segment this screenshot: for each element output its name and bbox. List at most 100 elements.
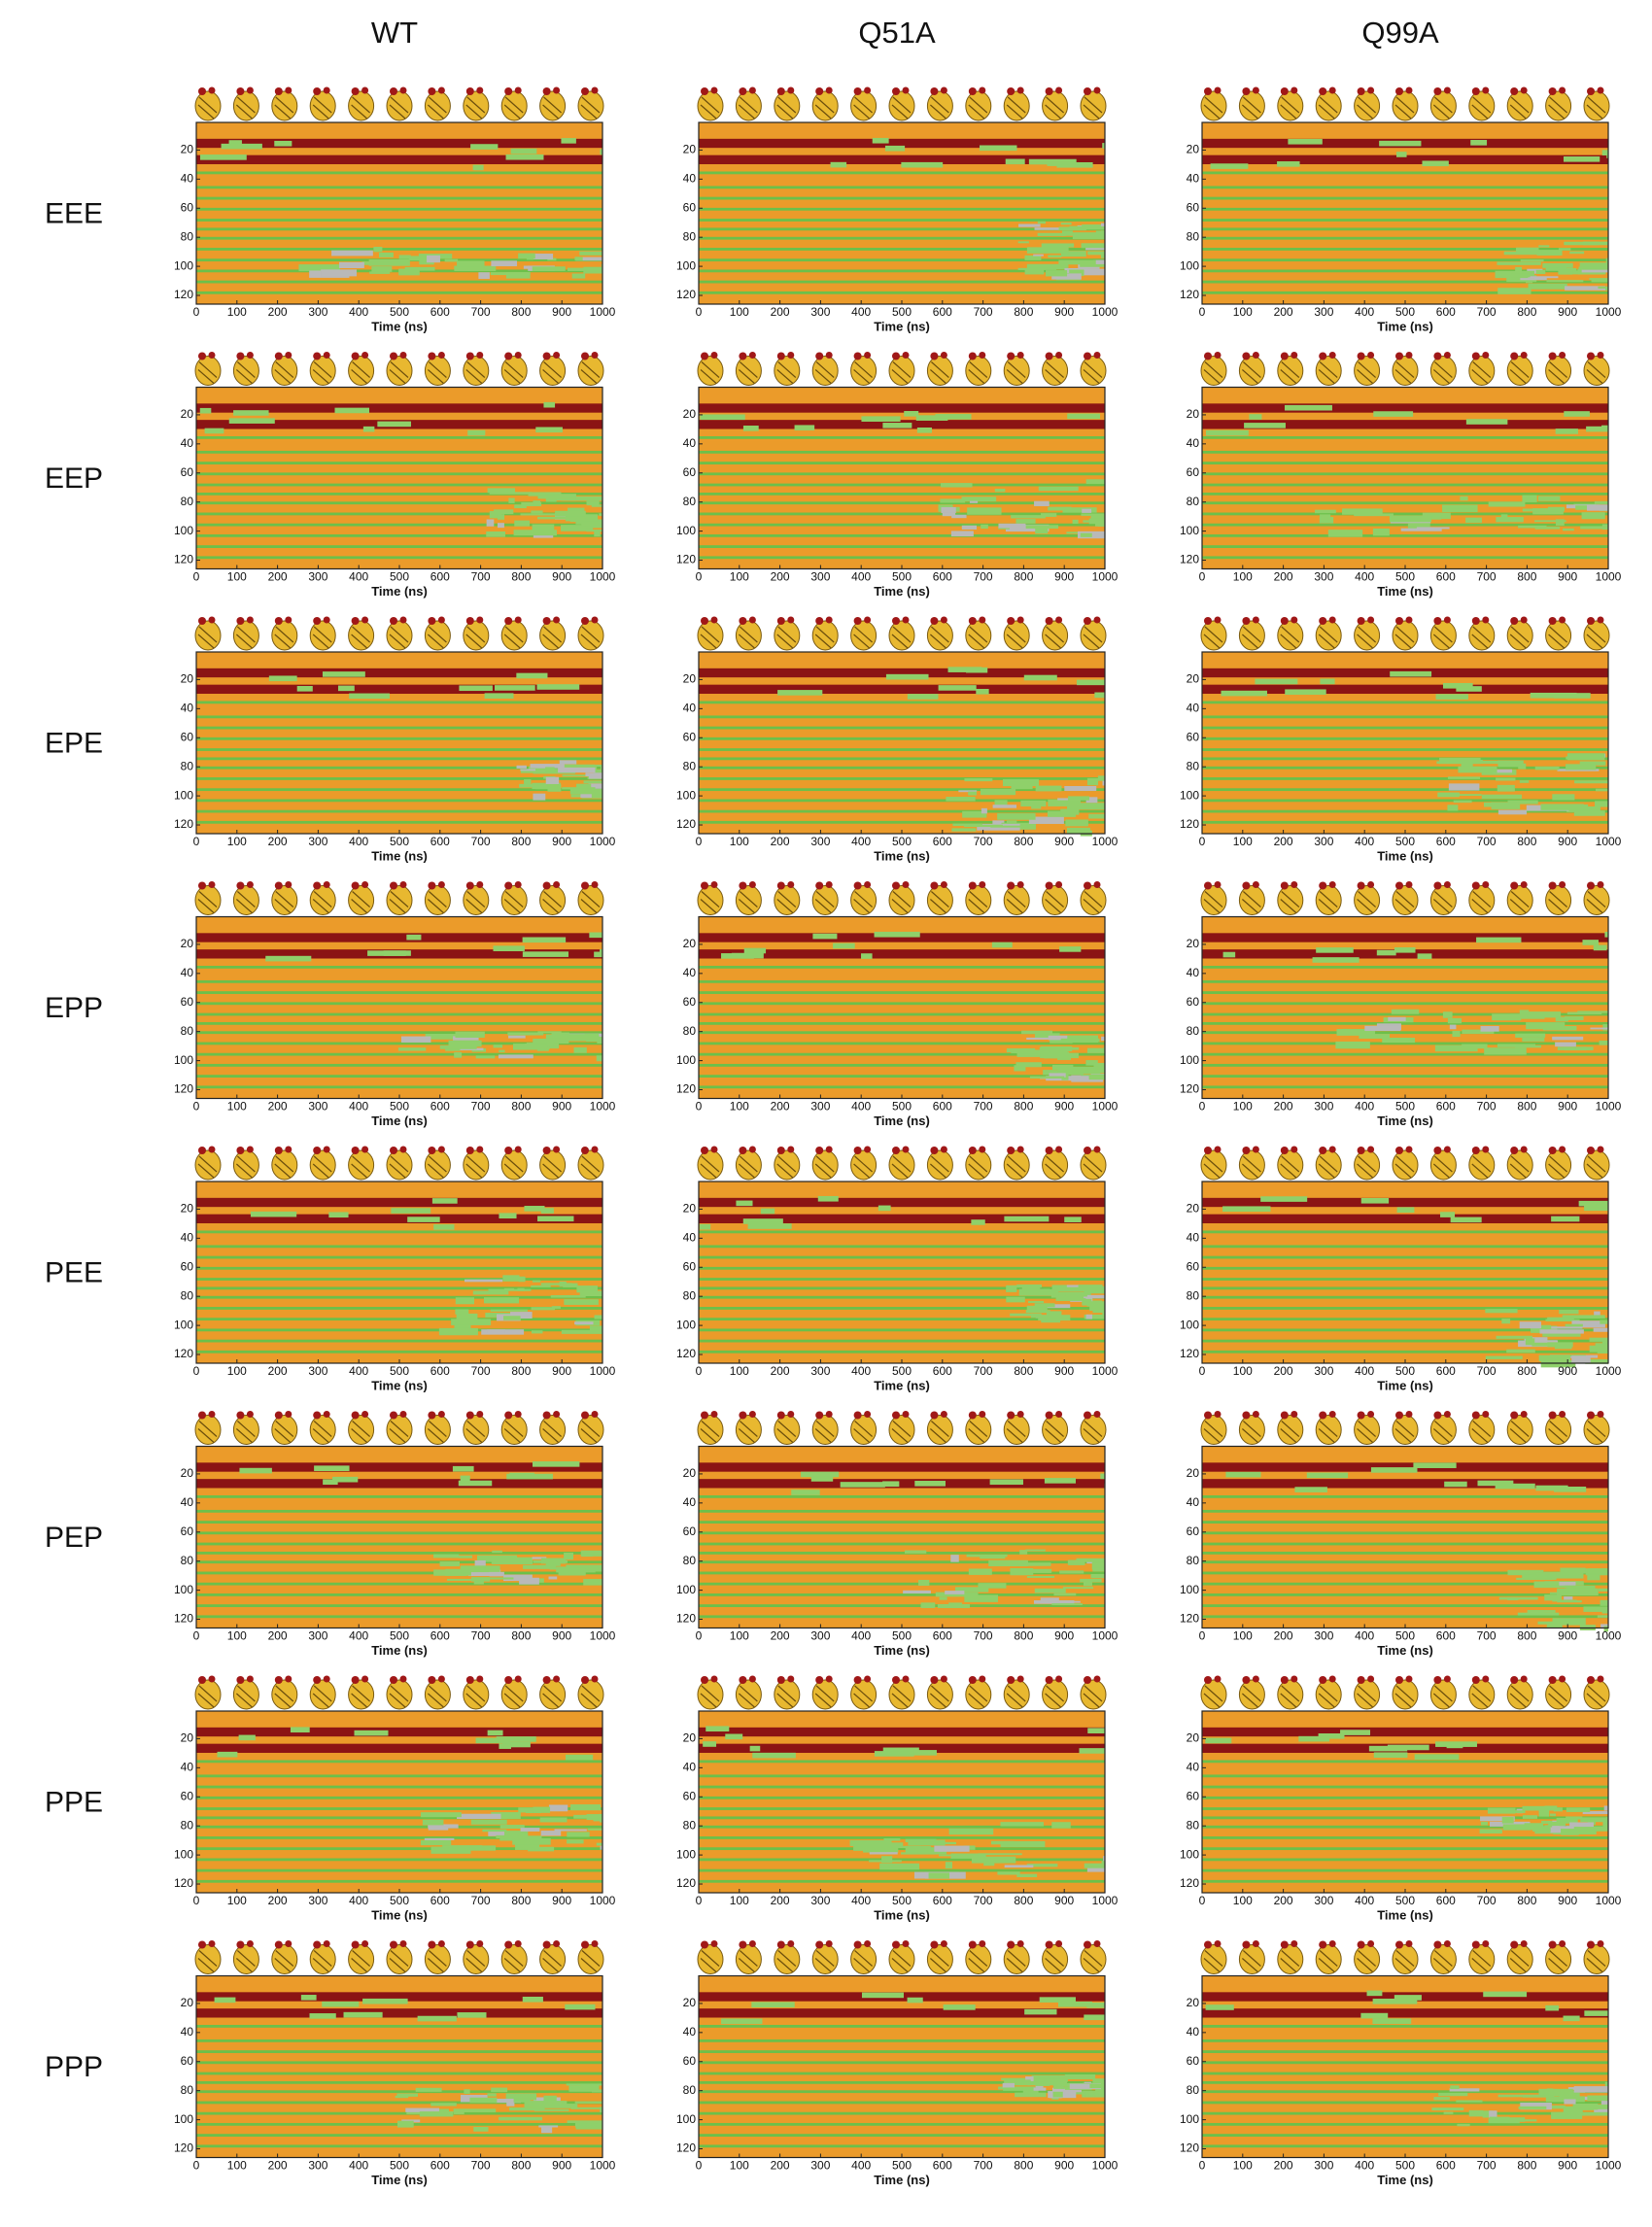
cartoon-helix [352,617,360,625]
heatmap-band [1488,1808,1516,1814]
heatmap-band [1249,414,1261,420]
heatmap-band [457,260,484,266]
heatmap-band [699,171,1105,174]
heatmap-band [946,1862,952,1868]
heatmap-band [1202,1552,1608,1555]
y-tick-label: 40 [181,702,194,715]
x-tick-label: 100 [227,1364,247,1378]
x-tick-label: 100 [730,2159,749,2173]
heatmap-band [1202,777,1608,780]
heatmap-band [457,1814,500,1819]
heatmap-band [196,1002,602,1005]
x-tick-label: 0 [1199,305,1206,319]
cartoon-helix [864,1676,871,1683]
heatmap-band [574,1321,593,1324]
x-tick-label: 900 [1558,835,1577,848]
heatmap-band [465,1280,502,1283]
heatmap-band [1466,419,1507,425]
cartoon-helix [1521,1411,1528,1418]
heatmap-band [1444,2111,1454,2113]
heatmap-band [1202,1053,1608,1056]
cartoon-helix [1358,1941,1365,1949]
y-tick-label: 80 [1187,1554,1200,1567]
x-tick-label: 200 [1274,570,1293,584]
heatmap-band [518,254,535,259]
heatmap-band [349,694,390,700]
heatmap-band [196,1869,602,1872]
heatmap-band [196,715,602,718]
x-tick-label: 400 [1355,835,1374,848]
heatmap-band [494,509,513,514]
heatmap-band [488,488,515,493]
x-axis-label: Time (ns) [874,584,930,599]
heatmap-band [980,145,1016,151]
y-tick-label: 40 [181,1231,194,1245]
heatmap-band [1018,224,1041,227]
heatmap-band [196,472,602,475]
heatmap-band [1564,156,1600,162]
heatmap-band [1202,1847,1608,1850]
heatmap-band [1029,159,1077,165]
heatmap-band [1587,504,1608,510]
cartoon-helix [1559,617,1566,624]
x-tick-label: 600 [430,305,450,319]
heatmap-band [196,171,602,174]
heatmap-band [1551,1216,1579,1222]
heatmap-band [1328,530,1362,536]
cartoon-helix [1559,87,1566,94]
heatmap-band [1602,1610,1608,1613]
heatmap-band [196,451,602,454]
heatmap-band [196,777,602,780]
x-tick-label: 900 [552,1894,571,1907]
heatmap-band [1501,1319,1510,1323]
cartoon-helix [1444,881,1451,888]
cartoon-helix [1007,1676,1015,1684]
y-tick-label: 20 [181,1996,194,2009]
heatmap-band [499,1054,533,1058]
heatmap-band [1431,2107,1463,2110]
heatmap-band [744,948,766,954]
heatmap-band [561,138,575,144]
heatmap-band [1511,273,1531,277]
heatmap-band [940,498,965,502]
heatmap-band [457,2012,486,2018]
heatmap-band [1027,1576,1054,1578]
heatmap-band [1552,1037,1583,1041]
heatmap-band [1202,2025,1608,2028]
x-tick-label: 0 [193,1364,200,1378]
heatmap-band [486,531,505,537]
cartoon-helix [1215,87,1222,94]
cartoon-helix [1017,1940,1024,1947]
x-tick-label: 200 [1274,1364,1293,1378]
cartoon-helix [941,881,947,888]
cartoon-helix [1549,882,1557,890]
cartoon-helix [1215,881,1222,888]
cartoon-helix [1094,352,1101,359]
heatmap-band [1003,2083,1015,2088]
heatmap-band [196,436,602,439]
heatmap-band [537,517,566,520]
y-tick-label: 120 [1180,1612,1199,1626]
heatmap-band [1202,2050,1608,2053]
heatmap-band [1532,1343,1556,1347]
x-tick-label: 400 [851,1364,871,1378]
heatmap-band [570,789,602,794]
heatmap-band [1526,1022,1565,1029]
cartoon-helix [1055,617,1062,624]
cartoon-helix [1084,1147,1091,1154]
heatmap-band [1086,2091,1095,2097]
y-tick-label: 100 [174,258,193,272]
y-tick-label: 100 [1180,1318,1199,1331]
x-tick-label: 800 [511,1100,531,1114]
column-title: WT [371,16,418,50]
heatmap-band [1025,1550,1046,1552]
x-tick-label: 100 [1233,1894,1253,1907]
heatmap-band [1053,2082,1064,2088]
heatmap-band [962,526,977,530]
heatmap-band [1202,1728,1608,1736]
cartoon-helix [1367,87,1374,94]
cartoon-helix [1242,617,1250,625]
heatmap-band [1084,2014,1105,2020]
